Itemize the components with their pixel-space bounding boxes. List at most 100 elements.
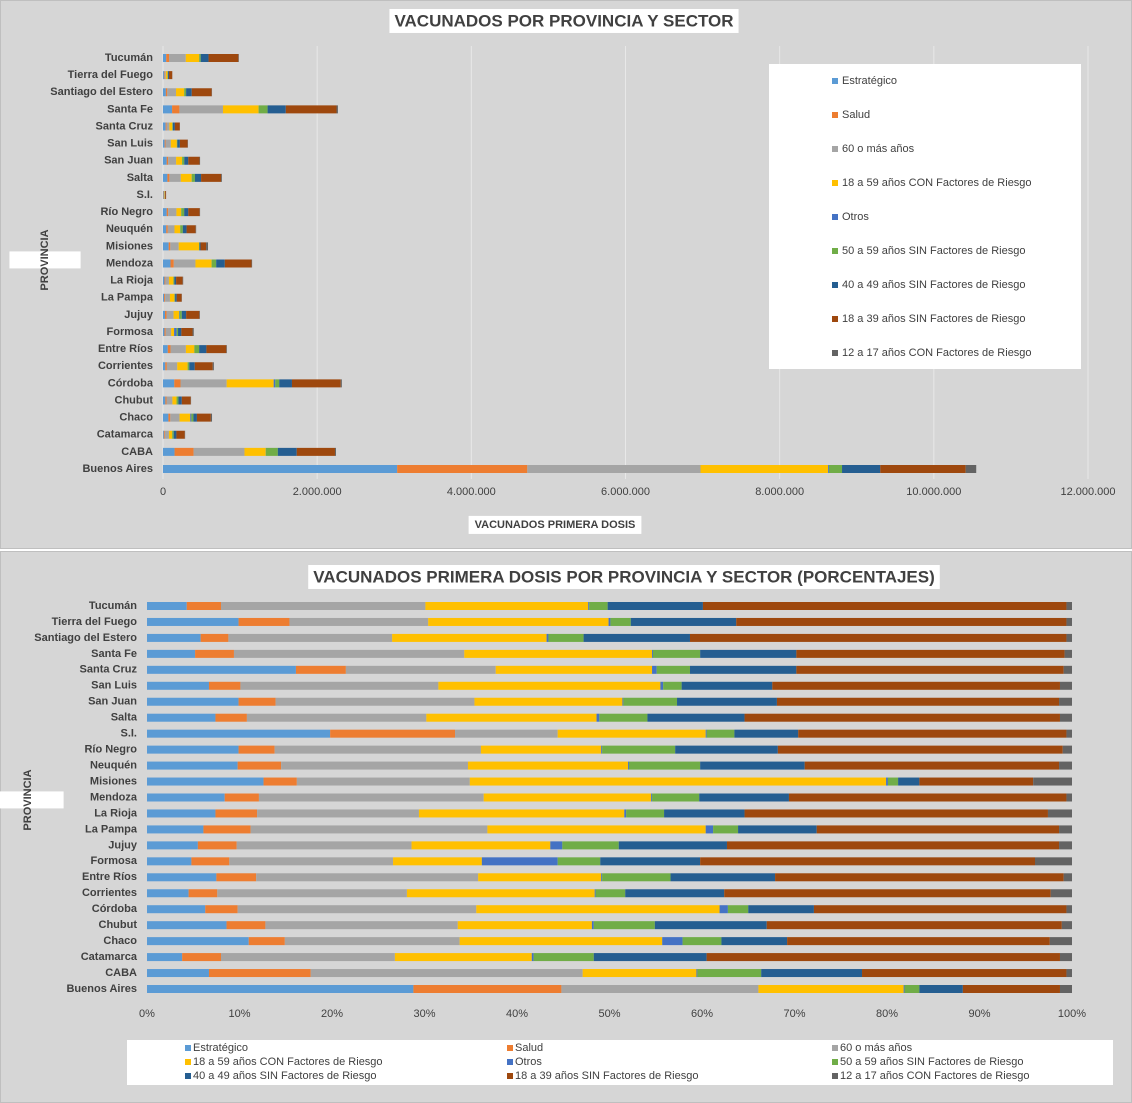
bar-segment xyxy=(1063,873,1072,882)
bar-segment xyxy=(179,139,188,148)
bar-segment xyxy=(562,841,619,850)
y-tick-label: Neuquén xyxy=(90,759,137,771)
legend-label: 60 o más años xyxy=(842,143,915,155)
bar-segment xyxy=(233,649,465,658)
bar-segment xyxy=(178,328,182,336)
bar-segment xyxy=(336,105,338,114)
bar-segment xyxy=(699,793,789,802)
bar-segment xyxy=(706,953,1060,962)
bar-segment xyxy=(173,259,196,268)
bar-segment xyxy=(187,362,190,371)
bar-segment xyxy=(203,825,251,834)
bar-segment xyxy=(273,379,276,388)
bar-segment xyxy=(285,105,337,114)
bar-segment xyxy=(238,745,275,754)
legend-marker xyxy=(185,1045,191,1051)
bar-segment xyxy=(330,729,456,738)
bar-segment xyxy=(464,649,653,658)
bar-segment xyxy=(172,122,175,131)
bar-segment xyxy=(147,969,209,978)
bar-segment xyxy=(582,969,697,978)
bar-segment xyxy=(903,985,905,993)
bar-segment xyxy=(267,105,286,114)
bar-segment xyxy=(188,156,200,165)
x-tick-label: 40% xyxy=(506,1008,528,1020)
bar-segment xyxy=(163,328,165,336)
bar-segment xyxy=(804,761,1060,770)
y-axis-title-box xyxy=(9,251,81,269)
bar-segment xyxy=(652,649,653,658)
bar-segment xyxy=(221,602,426,610)
bar-segment xyxy=(166,362,178,371)
bar-segment xyxy=(1059,697,1072,706)
bar-segment xyxy=(163,139,165,148)
y-tick-label: Formosa xyxy=(91,855,138,867)
bar-segment xyxy=(184,156,189,165)
bar-segment xyxy=(263,777,297,786)
bar-segment xyxy=(700,857,1035,866)
bar-segment xyxy=(647,713,745,722)
bar-segment xyxy=(191,88,212,97)
y-tick-label: Santa Fe xyxy=(91,648,137,660)
bar-segment xyxy=(166,396,173,405)
bar-segment xyxy=(197,841,237,850)
bar-segment xyxy=(796,665,1064,674)
y-tick-label: Santiago del Estero xyxy=(34,632,137,644)
bar-segment xyxy=(748,905,814,914)
bar-segment xyxy=(469,777,887,786)
bar-segment xyxy=(185,54,200,62)
legend-label: 12 a 17 años CON Factores de Riesgo xyxy=(840,1070,1030,1082)
bar-segment xyxy=(217,889,407,898)
bar-segment xyxy=(147,921,227,930)
bar-segment xyxy=(186,88,192,97)
bar-segment xyxy=(167,345,171,354)
bar-segment xyxy=(163,71,164,80)
bar-segment xyxy=(163,396,166,405)
x-axis-title-box xyxy=(468,515,642,534)
bar-segment xyxy=(310,969,583,978)
bar-segment xyxy=(777,745,1063,754)
bar-segment xyxy=(654,921,767,930)
bar-segment xyxy=(596,713,600,722)
bar-segment xyxy=(163,447,175,456)
bar-segment xyxy=(224,259,252,268)
bar-segment xyxy=(165,71,168,80)
bar-segment xyxy=(258,793,484,802)
bar-segment xyxy=(191,173,195,182)
bar-segment xyxy=(212,362,214,371)
bar-segment xyxy=(689,633,1067,642)
bar-segment xyxy=(163,88,166,97)
bar-segment xyxy=(289,617,429,626)
bar-segment xyxy=(171,328,175,336)
bar-segment xyxy=(188,208,200,217)
bar-segment xyxy=(652,665,657,674)
bar-segment xyxy=(248,937,285,946)
bar-segment xyxy=(147,745,239,754)
legend-box xyxy=(769,64,1081,369)
y-tick-label: Chaco xyxy=(103,935,137,947)
y-tick-label: CABA xyxy=(121,446,153,458)
bar-segment xyxy=(147,841,198,850)
bar-segment xyxy=(700,649,797,658)
bar-segment xyxy=(734,729,799,738)
bar-segment xyxy=(168,242,171,251)
bar-segment xyxy=(163,156,167,165)
y-tick-label: Santa Cruz xyxy=(96,120,154,132)
bar-segment xyxy=(887,777,899,786)
x-tick-label: 4.000.000 xyxy=(447,486,496,498)
legend-marker xyxy=(507,1059,513,1065)
bar-segment xyxy=(696,969,698,978)
legend-marker xyxy=(832,248,838,254)
bar-segment xyxy=(721,937,788,946)
bar-segment xyxy=(147,889,189,898)
legend-label: Otros xyxy=(842,211,869,223)
bar-segment xyxy=(181,396,191,405)
bar-segment xyxy=(174,328,177,336)
bar-segment xyxy=(744,809,1048,818)
bar-segment xyxy=(772,681,1060,690)
bar-segment xyxy=(602,873,671,882)
bar-segment xyxy=(177,362,188,371)
bar-segment xyxy=(163,430,165,439)
bar-segment xyxy=(788,793,1067,802)
legend-marker xyxy=(832,78,838,84)
